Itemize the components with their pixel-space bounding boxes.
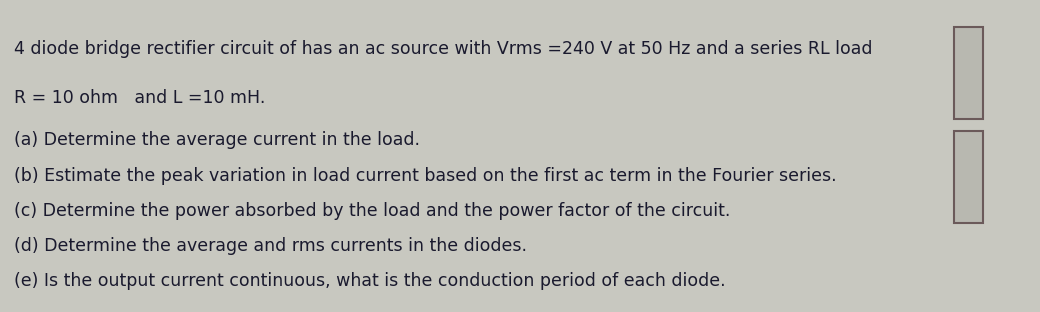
- Text: (a) Determine the average current in the load.: (a) Determine the average current in the…: [15, 131, 420, 149]
- Text: (b) Estimate the peak variation in load current based on the first ac term in th: (b) Estimate the peak variation in load …: [15, 167, 837, 185]
- Text: (c) Determine the power absorbed by the load and the power factor of the circuit: (c) Determine the power absorbed by the …: [15, 202, 731, 220]
- FancyBboxPatch shape: [954, 131, 983, 223]
- Text: R = 10 ohm   and L =10 mH.: R = 10 ohm and L =10 mH.: [15, 89, 266, 107]
- Text: (d) Determine the average and rms currents in the diodes.: (d) Determine the average and rms curren…: [15, 237, 527, 255]
- FancyBboxPatch shape: [954, 27, 983, 119]
- Text: (e) Is the output current continuous, what is the conduction period of each diod: (e) Is the output current continuous, wh…: [15, 272, 726, 290]
- Text: 4 diode bridge rectifier circuit of has an ac source with Vrms =240 V at 50 Hz a: 4 diode bridge rectifier circuit of has …: [15, 40, 873, 57]
